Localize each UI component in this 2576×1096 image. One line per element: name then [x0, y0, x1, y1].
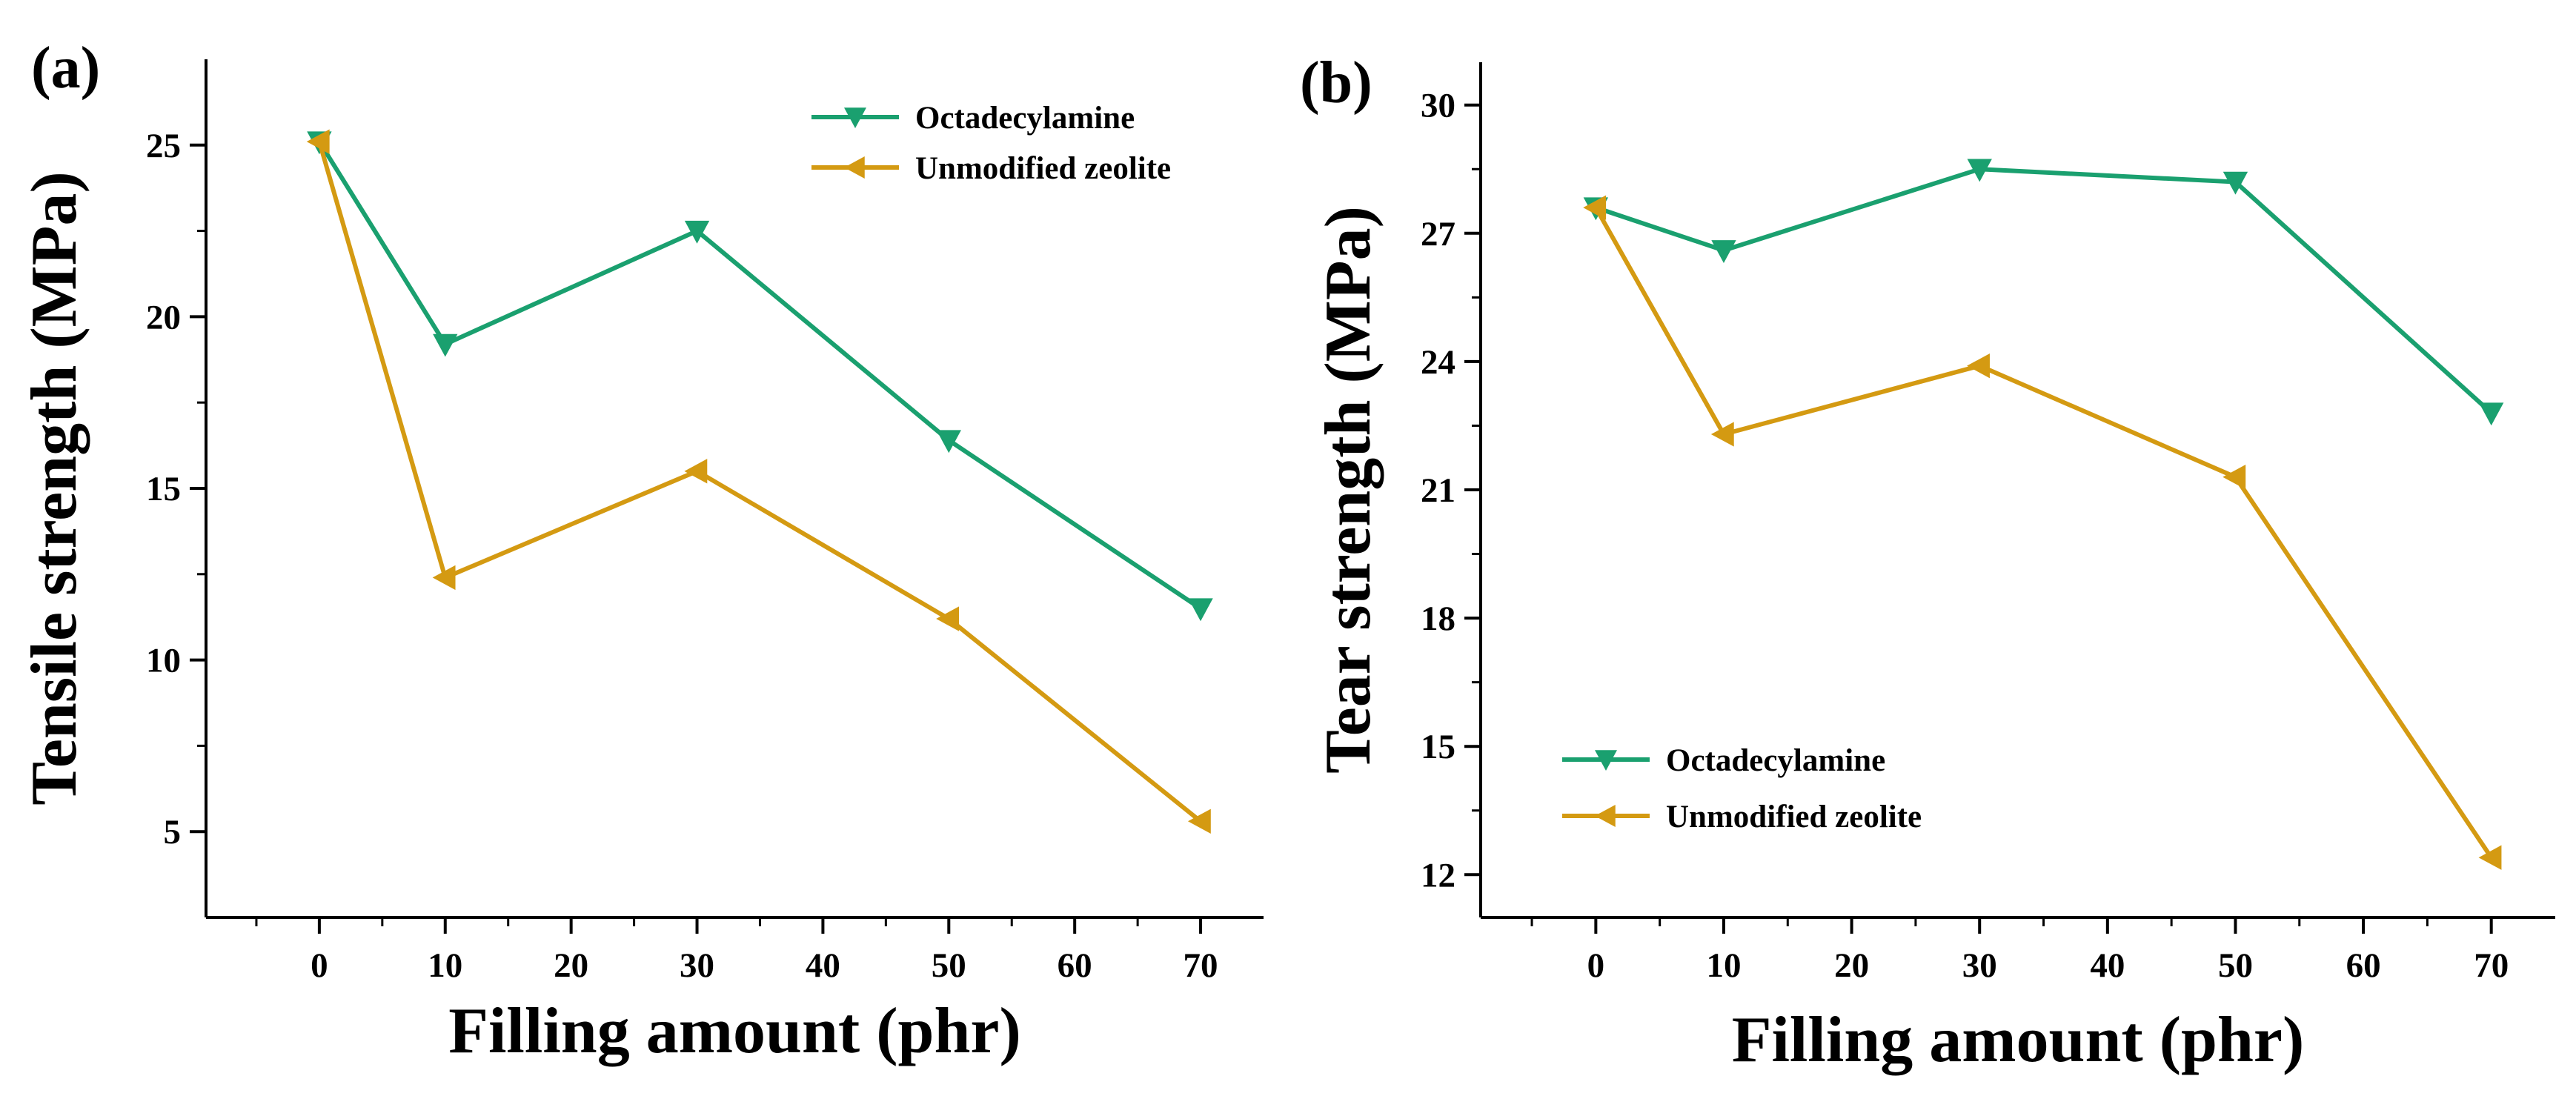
- x-tick-label: 40: [806, 946, 840, 985]
- y-tick-label: 10: [146, 642, 181, 680]
- data-point: [2223, 465, 2246, 490]
- series-line-1: [317, 141, 1202, 823]
- data-point: [1583, 195, 1607, 220]
- data-point: [2223, 171, 2248, 195]
- y-axis-title: Tear strength (MPa): [1312, 206, 1384, 774]
- data-point: [1188, 598, 1213, 622]
- y-tick-label: 25: [146, 127, 181, 165]
- x-tick-label: 30: [1962, 946, 1997, 985]
- data-point: [936, 606, 960, 631]
- data-point: [684, 220, 710, 244]
- data-point: [1711, 240, 1736, 263]
- legend-label: Octadecylamine: [1666, 743, 1885, 778]
- y-tick-label: 20: [146, 298, 181, 336]
- y-tick-label: 18: [1421, 600, 1455, 638]
- panel-label: (a): [31, 36, 100, 101]
- x-tick-label: 50: [932, 946, 966, 985]
- x-tick-label: 10: [428, 946, 462, 985]
- x-tick-label: 50: [2218, 946, 2253, 985]
- y-tick-label: 15: [1421, 728, 1455, 766]
- data-point: [684, 459, 708, 484]
- data-point: [2478, 845, 2502, 870]
- x-tick-label: 0: [311, 946, 328, 985]
- x-tick-label: 30: [680, 946, 714, 985]
- legend-label: Octadecylamine: [915, 101, 1135, 136]
- x-tick-label: 40: [2090, 946, 2125, 985]
- legend-label: Unmodified zeolite: [1666, 800, 1922, 834]
- y-tick-label: 24: [1421, 343, 1455, 382]
- x-tick-label: 70: [1184, 946, 1218, 985]
- data-point: [1967, 353, 1990, 379]
- series-line-0: [1595, 167, 2493, 415]
- x-tick-label: 60: [2346, 946, 2381, 985]
- y-tick-label: 15: [146, 470, 181, 508]
- data-point: [1967, 159, 1992, 182]
- x-axis-title: Filling amount (phr): [1732, 1004, 2305, 1076]
- legend-marker: [844, 107, 866, 128]
- y-tick-label: 27: [1421, 215, 1455, 253]
- data-point: [432, 565, 456, 591]
- y-tick-label: 21: [1421, 471, 1455, 510]
- legend-marker: [1595, 805, 1616, 827]
- y-tick-label: 12: [1421, 856, 1455, 894]
- x-tick-label: 60: [1058, 946, 1092, 985]
- x-tick-label: 0: [1587, 946, 1605, 985]
- panel-a: 0 10 20 30 40 50 60 70 5 10 15 20 25 Filling amount (…: [19, 36, 1264, 1067]
- data-point: [2479, 402, 2504, 426]
- y-tick-label: 30: [1421, 87, 1455, 125]
- data-point: [936, 430, 961, 454]
- x-tick-label: 10: [1706, 946, 1741, 985]
- legend-marker: [1595, 750, 1617, 771]
- y-axis-title: Tensile strength (MPa): [19, 171, 90, 806]
- x-axis-title: Filling amount (phr): [448, 995, 1021, 1067]
- panel-label: (b): [1300, 50, 1372, 116]
- x-tick-label: 20: [554, 946, 588, 985]
- data-point: [306, 129, 330, 154]
- data-point: [1710, 422, 1734, 447]
- y-tick-label: 5: [164, 813, 182, 851]
- data-point: [1187, 808, 1211, 834]
- legend-label: Unmodified zeolite: [915, 151, 1171, 186]
- panel-b: 0 10 20 30 40 50 60 70 12 15 18 21 24 27 30 Filling amo…: [1300, 50, 2555, 1076]
- x-tick-label: 70: [2474, 946, 2509, 985]
- series-line-0: [317, 140, 1202, 611]
- data-point: [433, 333, 458, 357]
- x-tick-label: 20: [1834, 946, 1869, 985]
- legend-marker: [844, 156, 865, 179]
